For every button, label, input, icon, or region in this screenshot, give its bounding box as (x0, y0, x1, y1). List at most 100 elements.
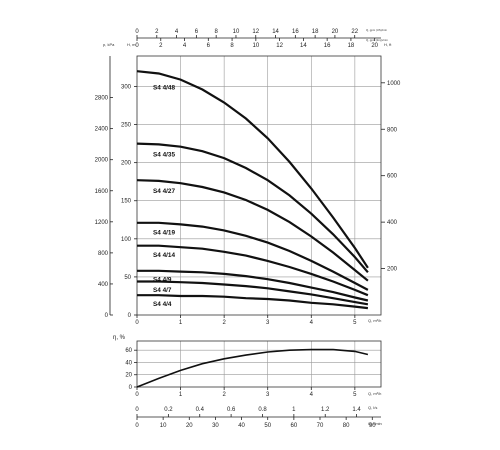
h-m-tick-label: 200 (121, 161, 132, 167)
main-x-tick-label: 5 (353, 320, 357, 326)
h-m-tick-label: 300 (121, 84, 132, 90)
l-min-tick-label: 0 (135, 423, 139, 429)
gpm-us-tick-label: 20 (332, 29, 339, 35)
h-ft-tick-label: 600 (387, 174, 398, 180)
main-x-tick-label: 4 (310, 320, 314, 326)
h-ft-tick-label: 400 (387, 220, 398, 226)
eff-x-tick-label: 5 (353, 392, 357, 398)
gpm-us-tick-label: 18 (312, 29, 319, 35)
kpa-tick-label: 400 (98, 282, 109, 288)
eff-y-tick-label: 60 (125, 348, 132, 354)
main-x-tick-label: 0 (135, 320, 139, 326)
kpa-tick-label: 0 (105, 313, 109, 319)
h-ft-tick-label: 1000 (387, 81, 401, 87)
gpm-imp-tick-label: 18 (348, 43, 355, 49)
eff-x-tick-label: 0 (135, 392, 139, 398)
gpm-imp-tick-label: 2 (159, 43, 163, 49)
pump-curve-s4-4-19 (137, 221, 369, 291)
gpm-us-tick-label: 0 (135, 29, 139, 35)
gpm-us-tick-label: 8 (214, 29, 218, 35)
kpa-tick-label: 2800 (95, 96, 109, 102)
gpm-us-tick-label: 12 (252, 29, 259, 35)
gpm-imp-tick-label: 8 (230, 43, 234, 49)
pump-curve-s4-4-9 (137, 269, 369, 302)
eff-y-tick-label: 20 (125, 373, 132, 379)
curve-label: S4 4/9 (153, 277, 172, 284)
l-min-axis-label: Q, l/min (368, 421, 382, 426)
kpa-axis-label: p, kPa (103, 42, 115, 47)
eff-x-axis-label: Q, m³/h (368, 391, 381, 396)
eff-x-tick-label: 3 (266, 392, 270, 398)
grid (137, 56, 381, 387)
l-s-axis-label: Q, l/s (368, 405, 377, 410)
h-m-tick-label: 0 (128, 313, 132, 319)
gpm-imp-tick-label: 0 (135, 43, 139, 49)
main-x-tick-label: 2 (222, 320, 226, 326)
l-min-tick-label: 10 (160, 423, 167, 429)
gpm-us-tick-label: 4 (175, 29, 179, 35)
curve-label: S4 4/35 (153, 152, 175, 159)
gpm-imp-tick-label: 12 (276, 43, 283, 49)
eff-x-tick-label: 4 (310, 392, 314, 398)
l-s-tick-label: 0.8 (258, 407, 267, 413)
l-min-tick-label: 20 (186, 423, 193, 429)
eff-y-axis-label: η, % (113, 335, 126, 341)
kpa-tick-label: 2400 (95, 127, 109, 133)
l-min-tick-label: 60 (291, 423, 298, 429)
l-s-tick-label: 1.4 (352, 407, 361, 413)
h-m-tick-label: 150 (121, 199, 132, 205)
curve-label: S4 4/19 (153, 229, 175, 236)
l-min-tick-label: 70 (317, 423, 324, 429)
gpm-imp-axis-label: Q, gpm (Imp)/min (366, 38, 388, 42)
gpm-imp-tick-label: 20 (371, 43, 378, 49)
tick-labels: 0501001502002503000400800120016002000240… (95, 28, 401, 429)
l-s-tick-label: 0.6 (227, 407, 236, 413)
eff-y-tick-label: 40 (125, 360, 132, 366)
efficiency-curve (136, 348, 369, 388)
pump-curve-s4-4-4 (137, 294, 369, 310)
l-min-tick-label: 30 (212, 423, 219, 429)
gpm-us-tick-label: 22 (351, 29, 358, 35)
l-min-tick-label: 40 (238, 423, 245, 429)
kpa-tick-label: 1200 (95, 220, 109, 226)
l-s-tick-label: 1 (292, 407, 296, 413)
axes (109, 35, 385, 420)
l-s-tick-label: 1.2 (321, 407, 330, 413)
l-min-tick-label: 50 (264, 423, 271, 429)
pump-curve-s4-4-35 (136, 142, 369, 274)
curve-label: S4 4/27 (153, 188, 175, 195)
h-m-tick-label: 100 (121, 237, 132, 243)
l-min-tick-label: 90 (369, 423, 376, 429)
eff-y-tick-label: 0 (129, 385, 133, 391)
main-x-axis-label: Q, m³/h (368, 318, 381, 323)
pump-curve-s4-4-48 (136, 70, 369, 269)
h-ft-axis-label: H, ft (384, 42, 392, 47)
l-min-tick-label: 80 (343, 423, 350, 429)
h-ft-tick-label: 200 (387, 267, 398, 273)
l-s-tick-label: 0.4 (196, 407, 205, 413)
gpm-us-tick-label: 16 (292, 29, 299, 35)
gpm-imp-tick-label: 6 (207, 43, 211, 49)
pump-curve-s4-4-14 (137, 244, 369, 297)
kpa-tick-label: 1600 (95, 189, 109, 195)
pump-curve-s4-4-7 (137, 280, 369, 306)
gpm-imp-tick-label: 16 (324, 43, 331, 49)
eff-x-tick-label: 2 (222, 392, 226, 398)
gpm-imp-tick-label: 10 (253, 43, 260, 49)
h-m-tick-label: 50 (124, 275, 131, 281)
series-layer (136, 70, 369, 388)
main-plot-frame (136, 55, 382, 316)
gpm-imp-tick-label: 4 (183, 43, 187, 49)
gpm-imp-tick-label: 14 (300, 43, 307, 49)
l-s-tick-label: 0 (135, 407, 139, 413)
main-x-tick-label: 1 (179, 320, 183, 326)
kpa-tick-label: 2000 (95, 158, 109, 164)
h-m-tick-label: 250 (121, 123, 132, 129)
gpm-us-tick-label: 10 (233, 29, 240, 35)
gpm-us-tick-label: 6 (195, 29, 199, 35)
gpm-us-axis-label: Q, gpm (US)/min (366, 28, 387, 32)
kpa-tick-label: 800 (98, 251, 109, 257)
l-s-tick-label: 0.2 (164, 407, 173, 413)
gpm-us-tick-label: 14 (272, 29, 279, 35)
